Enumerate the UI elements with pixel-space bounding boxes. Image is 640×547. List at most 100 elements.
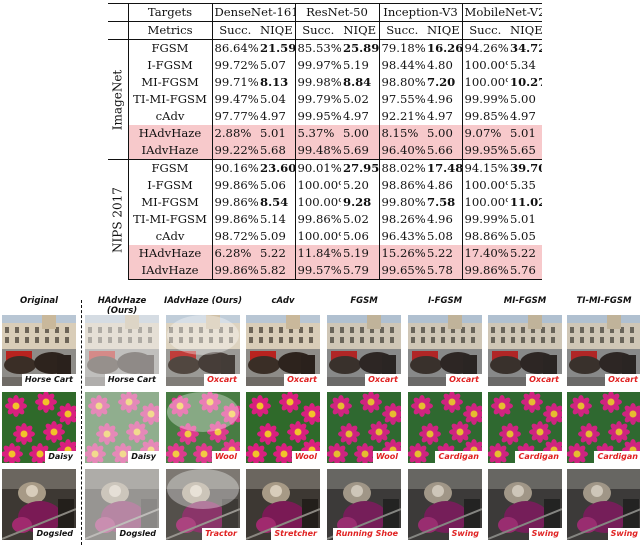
- example-image: Cardigan: [408, 392, 482, 463]
- example-image: Dogsled: [85, 469, 159, 540]
- niqe-header: NIQE: [341, 21, 379, 40]
- niqe-value: 4.97: [510, 109, 536, 123]
- niqe-value: 5.68: [258, 142, 295, 160]
- succ-value: 99.98%: [294, 74, 341, 91]
- niqe-value: 5.35: [510, 178, 536, 192]
- succ-header: Succ.: [461, 21, 508, 40]
- column-header: I-FGSM: [427, 296, 463, 306]
- table-row: cAdv 97.77% 4.97 99.95% 4.97 92.21% 4.97 99.85%…: [108, 108, 542, 125]
- niqe-value: 5.02: [343, 92, 369, 106]
- predicted-label: Oxcart: [446, 374, 482, 386]
- niqe-value: 5.79: [341, 262, 379, 280]
- method-name: MI-FGSM: [127, 74, 212, 91]
- example-image: Dogsled: [2, 469, 76, 540]
- niqe-header: NIQE: [425, 21, 462, 40]
- table-row: ImageNet FGSM 86.64% 21.59 85.53% 25.89 79.18%…: [108, 39, 542, 130]
- example-image: Cardigan: [567, 392, 640, 463]
- succ-value: 99.86%: [211, 211, 258, 228]
- succ-header: Succ.: [211, 21, 258, 40]
- predicted-label: Horse Cart: [21, 374, 76, 386]
- succ-value: 98.26%: [378, 211, 425, 228]
- niqe-value: 5.00: [425, 125, 462, 142]
- example-image: Oxcart: [246, 315, 320, 386]
- succ-value: 99.71%: [211, 74, 258, 91]
- column-header: Original: [19, 296, 59, 306]
- succ-value: 99.95%: [461, 142, 508, 160]
- succ-value: 97.55%: [378, 91, 425, 108]
- predicted-label: Stretcher: [271, 528, 320, 540]
- succ-value: 2.88%: [211, 125, 258, 142]
- method-name: MI-FGSM: [127, 194, 212, 211]
- succ-value: 99.86%: [461, 262, 508, 280]
- niqe-value: 27.95: [341, 159, 379, 177]
- niqe-value: 5.07: [260, 58, 286, 72]
- niqe-value: 5.04: [260, 92, 286, 106]
- example-image: Stretcher: [246, 469, 320, 540]
- succ-value: 6.28%: [211, 245, 258, 262]
- succ-value: 99.95%: [294, 108, 341, 125]
- example-image: Swing: [408, 469, 482, 540]
- example-image: Horse Cart: [2, 315, 76, 386]
- header-row-targets: Targets DenseNet-161 ResNet-50 Inception-V3…: [108, 3, 543, 22]
- example-image: Oxcart: [567, 315, 640, 386]
- predicted-label: Cardigan: [594, 451, 640, 463]
- method-name: I-FGSM: [127, 177, 212, 194]
- model-header: Inception-V3: [378, 3, 462, 22]
- niqe-value: 34.72: [510, 41, 542, 55]
- succ-value: 100.00%: [294, 228, 341, 245]
- column-header: cAdv: [271, 296, 295, 306]
- example-image: Daisy: [2, 392, 76, 463]
- niqe-value: 5.66: [425, 142, 462, 160]
- model-header: ResNet-50: [294, 3, 379, 22]
- predicted-label: Wool: [291, 451, 320, 463]
- niqe-value: 5.34: [510, 58, 536, 72]
- succ-value: 99.86%: [211, 194, 258, 211]
- niqe-value: 4.96: [427, 212, 453, 226]
- niqe-value: 5.08: [427, 229, 453, 243]
- predicted-label: Oxcart: [605, 374, 640, 386]
- niqe-value: 5.19: [341, 245, 379, 262]
- succ-value: 100.00%: [461, 57, 508, 74]
- example-image: Horse Cart: [85, 315, 159, 386]
- column-header: IAdvHaze (Ours): [164, 296, 242, 306]
- predicted-label: Daisy: [128, 451, 159, 463]
- succ-value: 99.86%: [294, 211, 341, 228]
- niqe-value: 9.28: [343, 195, 372, 209]
- predicted-label: Cardigan: [515, 451, 562, 463]
- niqe-header: NIQE: [258, 21, 295, 40]
- succ-value: 17.40%: [461, 245, 508, 262]
- corner-cell: [108, 3, 128, 22]
- method-name: TI-MI-FGSM: [127, 211, 212, 228]
- succ-value: 98.44%: [378, 57, 425, 74]
- column-header: TI-MI-FGSM: [576, 296, 632, 306]
- table-row: TI-MI-FGSM 99.47% 5.04 99.79% 5.02 97.55% 4.96…: [108, 91, 542, 108]
- table-row: MI-FGSM 99.71% 8.13 99.98% 8.84 98.80% 7.20 100…: [108, 74, 542, 91]
- succ-value: 96.40%: [378, 142, 425, 160]
- succ-value: 94.26%: [461, 39, 508, 57]
- niqe-value: 11.02: [510, 195, 542, 209]
- predicted-label: Tractor: [202, 528, 240, 540]
- niqe-value: 5.06: [343, 229, 369, 243]
- predicted-label: Wool: [372, 451, 401, 463]
- niqe-value: 4.86: [427, 178, 453, 192]
- section-label: NIPS 2017: [110, 186, 125, 253]
- succ-value: 99.22%: [211, 142, 258, 160]
- table-row: MI-FGSM99.86%8.54100.00%9.2899.80%7.5810…: [108, 194, 542, 211]
- niqe-value: 23.60: [258, 159, 295, 177]
- method-name: FGSM: [127, 159, 212, 177]
- niqe-value: 5.06: [260, 178, 286, 192]
- qualitative-examples-grid: Original HAdvHaze (Ours) IAdvHaze (Ours) cA…: [0, 296, 640, 547]
- example-image: Running Shoe: [327, 469, 401, 540]
- predicted-label: Dogsled: [33, 528, 76, 540]
- table-row: NIPS 2017 FGSM 90.16% 23.60 90.01% 27.95 88.02…: [108, 159, 543, 280]
- results-table: Targets DenseNet-161 ResNet-50 Inception-V3…: [108, 3, 543, 280]
- niqe-value: 5.76: [508, 262, 543, 280]
- niqe-value: 16.26: [427, 41, 462, 55]
- niqe-value: 4.97: [260, 109, 286, 123]
- example-image: Tractor: [166, 469, 240, 540]
- example-image: Daisy: [85, 392, 159, 463]
- succ-value: 98.86%: [378, 177, 425, 194]
- predicted-label: Dogsled: [116, 528, 159, 540]
- model-header: DenseNet-161: [211, 3, 295, 22]
